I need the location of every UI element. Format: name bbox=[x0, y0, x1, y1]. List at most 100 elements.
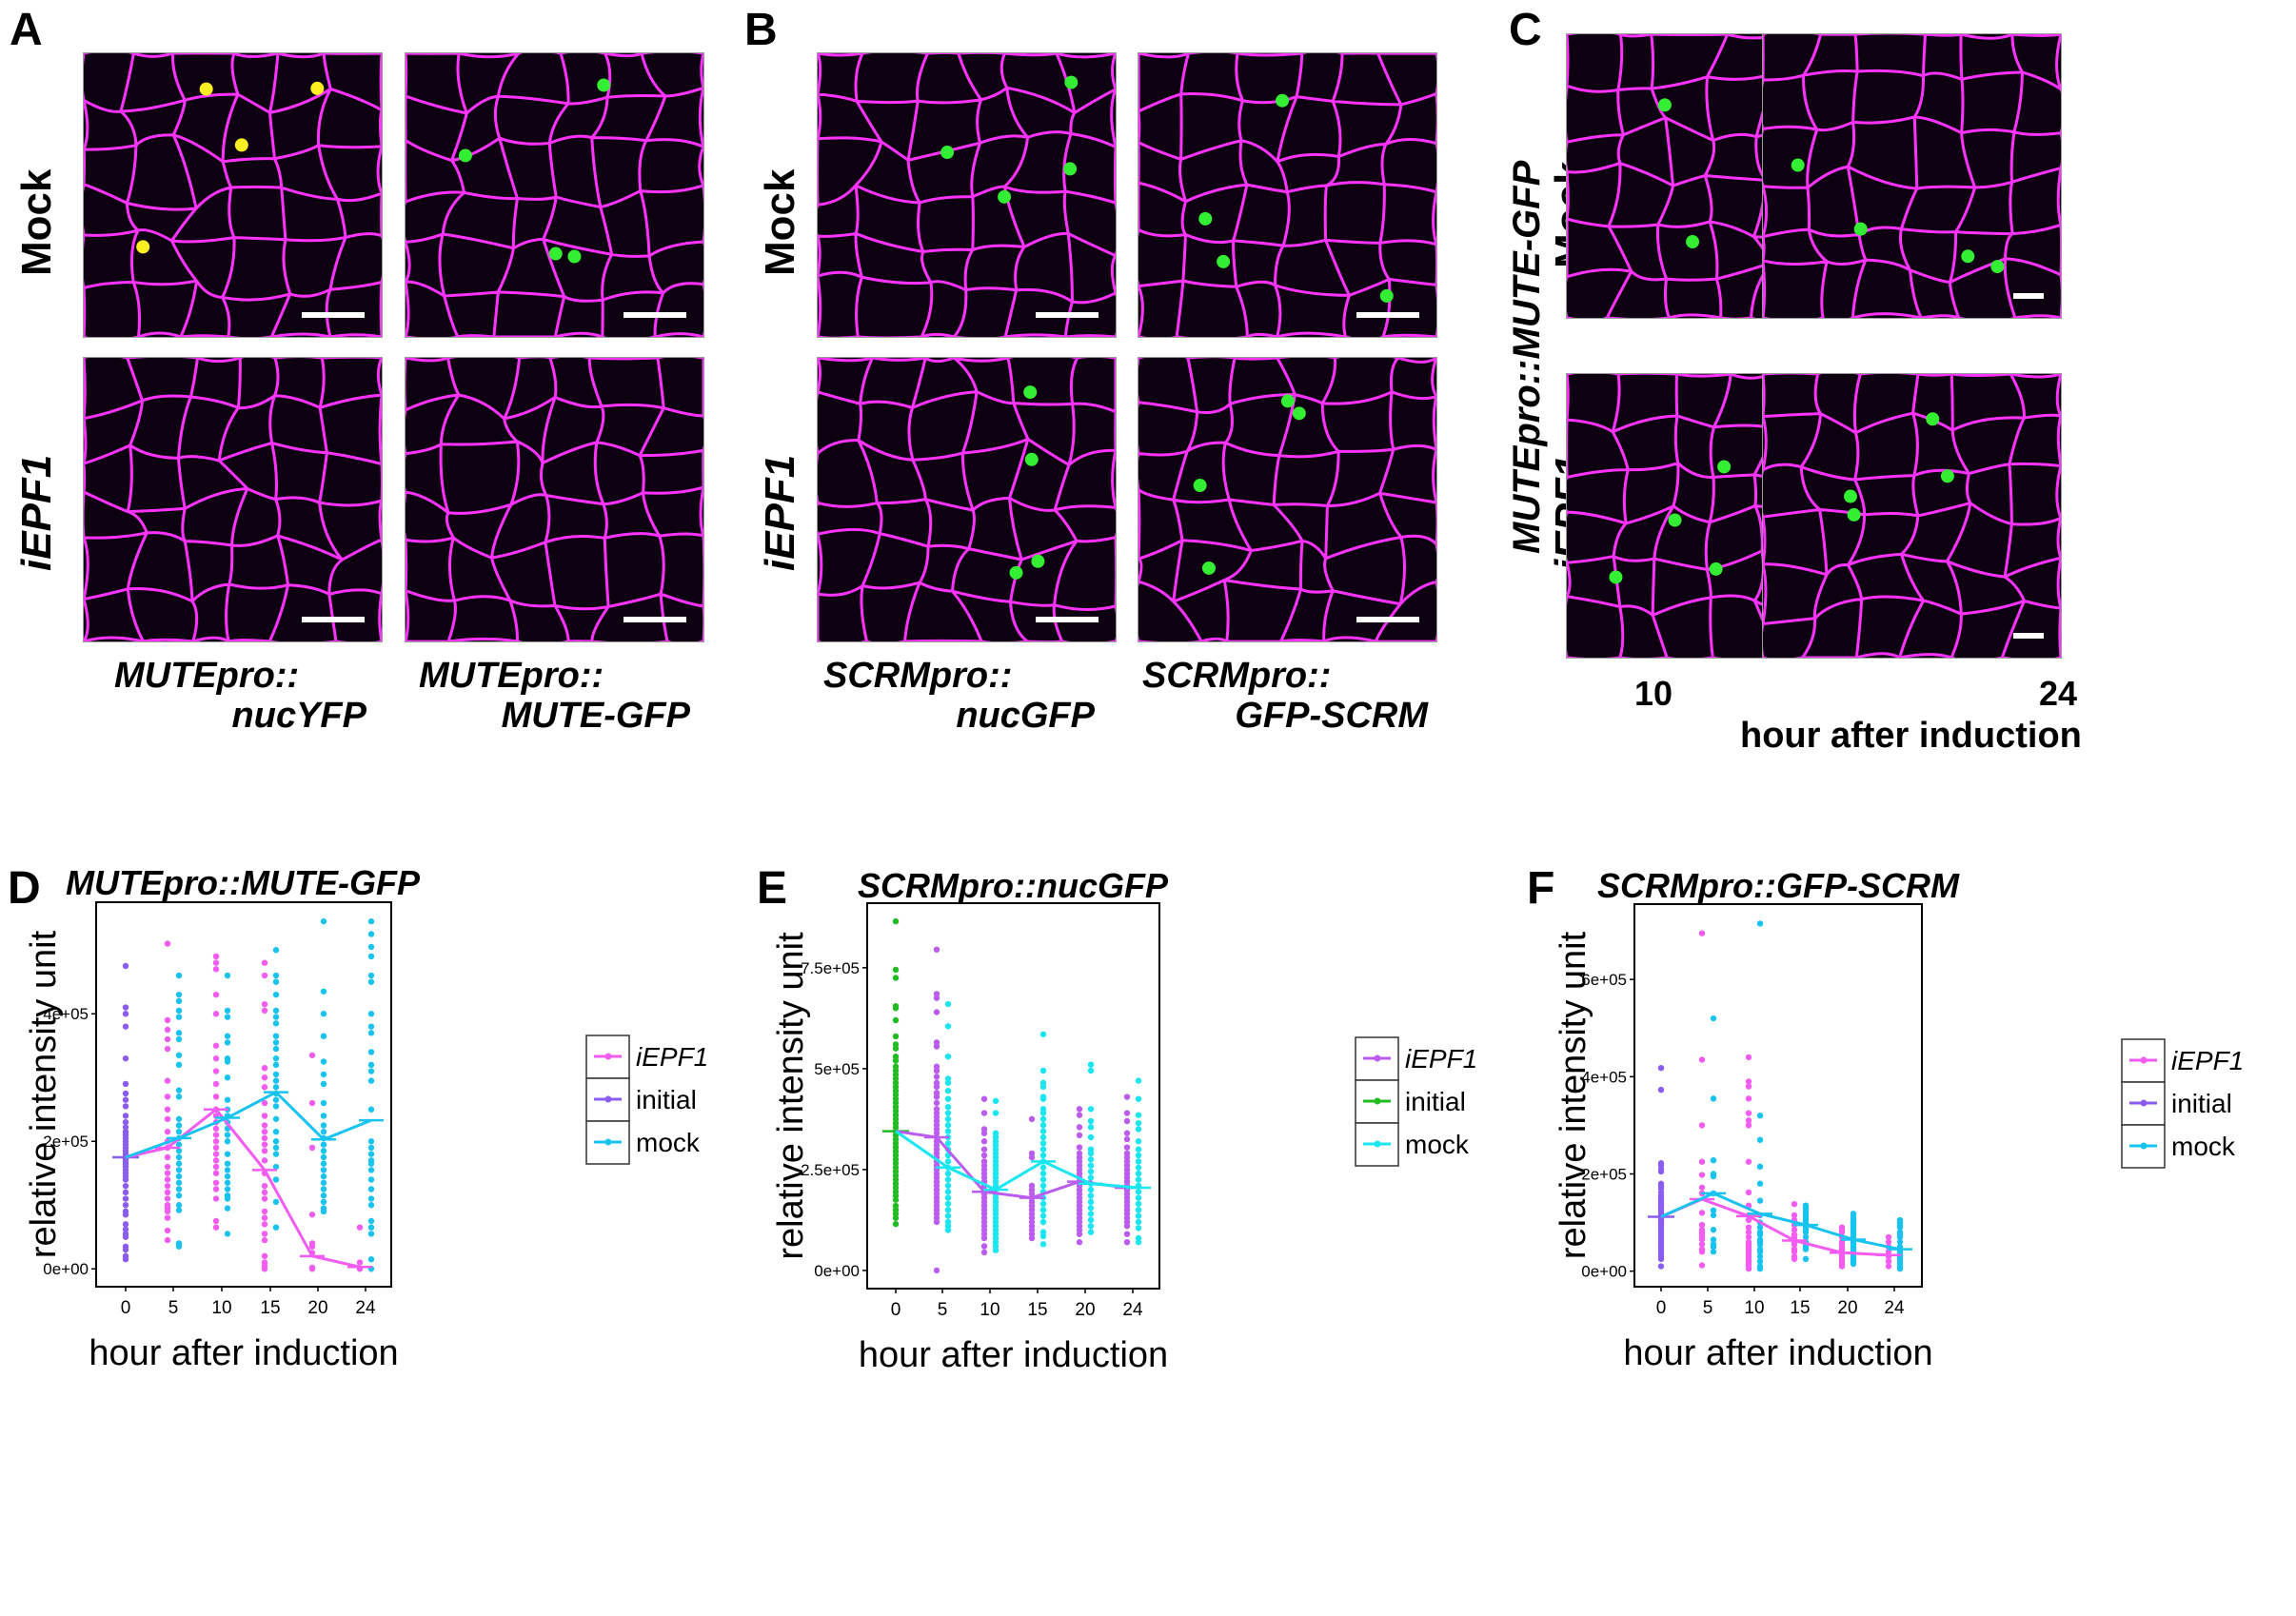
data-point bbox=[367, 1138, 375, 1145]
scale-bar bbox=[1036, 617, 1099, 622]
data-point bbox=[261, 1064, 268, 1072]
data-point bbox=[224, 1058, 231, 1065]
data-point bbox=[1710, 1156, 1717, 1164]
data-point bbox=[261, 1214, 268, 1221]
data-point bbox=[1838, 1229, 1846, 1235]
data-point bbox=[212, 1179, 220, 1186]
y-axis-title: relative intensity unit bbox=[771, 932, 811, 1260]
panel-a-image-iepf1-mute-gfp bbox=[405, 357, 704, 642]
caption-line1: SCRMpro:: bbox=[1142, 656, 1332, 696]
data-point bbox=[1756, 1258, 1764, 1265]
data-point bbox=[164, 1128, 171, 1135]
data-point bbox=[1135, 1212, 1142, 1219]
data-point bbox=[1756, 1197, 1764, 1204]
data-point bbox=[122, 1118, 129, 1126]
data-point bbox=[1135, 1119, 1142, 1127]
data-point bbox=[367, 1151, 375, 1157]
legend-label: iEPF1 bbox=[2171, 1046, 2244, 1075]
data-point bbox=[1756, 1224, 1764, 1231]
data-point bbox=[122, 1233, 129, 1240]
nucleus-signal bbox=[1193, 479, 1207, 493]
cell-wall-network bbox=[1138, 53, 1436, 337]
series-iepf1 bbox=[933, 946, 1131, 1274]
data-point bbox=[272, 1033, 280, 1039]
data-point bbox=[320, 1148, 327, 1154]
panel-c-xlabel: hour after induction bbox=[1740, 716, 2082, 756]
data-point bbox=[261, 1252, 268, 1260]
data-point bbox=[1710, 1212, 1717, 1219]
data-point bbox=[320, 1122, 327, 1129]
y-axis-title: relative intensity unit bbox=[24, 930, 64, 1258]
data-point bbox=[1850, 1260, 1857, 1268]
micrograph bbox=[1763, 34, 2061, 318]
nucleus-signal bbox=[1926, 412, 1940, 426]
data-point bbox=[1123, 1117, 1131, 1125]
data-point bbox=[1123, 1110, 1131, 1116]
data-point bbox=[980, 1152, 988, 1159]
data-point bbox=[224, 1195, 231, 1202]
caption-line2: nucYFP bbox=[231, 695, 366, 736]
panel-b-caption-nucgfp: SCRMpro:: nucGFP bbox=[823, 656, 1095, 737]
data-point bbox=[320, 1160, 327, 1167]
data-point bbox=[1756, 1241, 1764, 1248]
x-tick-label: 20 bbox=[1837, 1298, 1857, 1318]
y-tick-label: 0e+00 bbox=[814, 1262, 860, 1280]
nucleus-signal bbox=[597, 78, 611, 92]
x-axis-title: hour after induction bbox=[859, 1335, 1168, 1375]
data-point bbox=[1039, 1122, 1047, 1129]
nucleus-signal bbox=[1064, 75, 1079, 89]
data-point bbox=[367, 972, 375, 979]
data-point bbox=[1756, 1136, 1764, 1143]
data-point bbox=[367, 1167, 375, 1173]
data-point bbox=[175, 1061, 183, 1069]
data-point bbox=[1039, 1140, 1047, 1147]
x-tick-label: 5 bbox=[168, 1298, 179, 1318]
legend-label: initial bbox=[636, 1085, 697, 1114]
nucleus-signal bbox=[1379, 288, 1394, 303]
scale-bar bbox=[2013, 293, 2044, 299]
data-point bbox=[1756, 1253, 1764, 1260]
data-point bbox=[320, 1186, 327, 1192]
mean-line bbox=[125, 1090, 372, 1159]
data-point bbox=[1698, 930, 1706, 936]
nucleus-signal bbox=[1657, 98, 1672, 112]
micrograph bbox=[406, 53, 703, 337]
x-tick-label: 24 bbox=[355, 1298, 376, 1318]
data-point bbox=[224, 1039, 231, 1046]
data-point bbox=[1802, 1255, 1810, 1263]
data-point bbox=[272, 1096, 280, 1103]
data-point bbox=[261, 1195, 268, 1202]
data-point bbox=[367, 1106, 375, 1113]
data-point bbox=[272, 1151, 280, 1157]
data-point bbox=[980, 1095, 988, 1102]
data-point bbox=[1135, 1225, 1142, 1232]
data-point bbox=[272, 1007, 280, 1015]
data-point bbox=[1745, 1122, 1752, 1129]
data-point bbox=[164, 1045, 171, 1053]
data-point bbox=[320, 1153, 327, 1161]
data-point bbox=[122, 1054, 129, 1062]
data-point bbox=[367, 943, 375, 951]
data-point bbox=[122, 1255, 129, 1263]
data-point bbox=[122, 1212, 129, 1218]
data-point bbox=[1896, 1265, 1904, 1272]
data-point bbox=[944, 1158, 952, 1165]
data-point bbox=[212, 953, 220, 960]
nucleus-signal bbox=[1961, 249, 1975, 264]
data-point bbox=[272, 1054, 280, 1062]
data-point bbox=[122, 1011, 129, 1017]
data-point bbox=[261, 1134, 268, 1142]
data-point bbox=[1896, 1238, 1904, 1246]
data-point bbox=[944, 1170, 952, 1177]
data-point bbox=[1039, 1218, 1047, 1226]
data-point bbox=[212, 1186, 220, 1192]
data-point bbox=[944, 1140, 952, 1147]
y-tick-label: 2.5e+05 bbox=[801, 1161, 860, 1179]
data-point bbox=[1802, 1233, 1810, 1241]
data-point bbox=[1039, 1232, 1047, 1240]
data-point bbox=[272, 1163, 280, 1171]
data-point bbox=[1710, 1015, 1717, 1022]
data-point bbox=[175, 1014, 183, 1020]
data-point bbox=[175, 991, 183, 998]
